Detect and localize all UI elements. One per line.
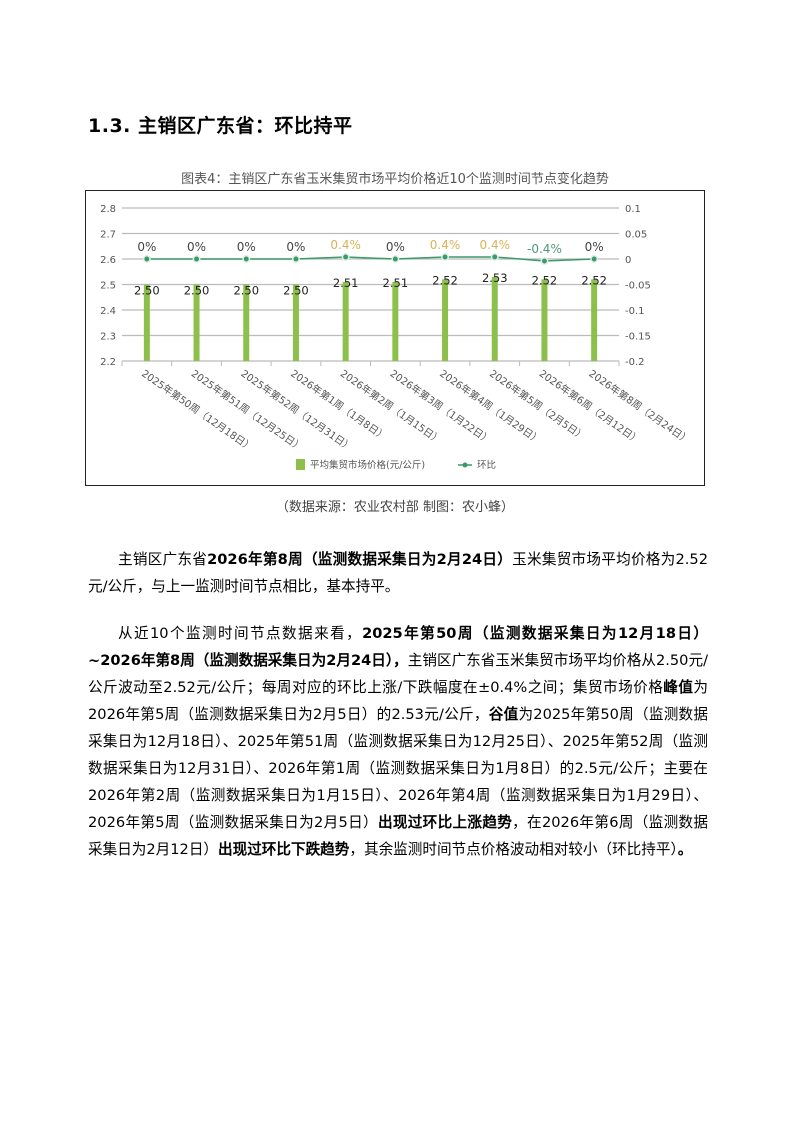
chart-frame: 2.2 2.3 2.4 2.5 2.6 2.7 2.8 -0.2 -0.15 -0.1 -0.05 0…	[85, 190, 705, 486]
line-point	[590, 255, 599, 263]
text-segment: 主销区广东省玉米集贸市场平均价格从2.50元/公斤波动至2.52元/公斤；每周对…	[88, 652, 708, 696]
line-data-label: 0.4%	[480, 238, 511, 252]
line-data-label: 0%	[386, 240, 405, 254]
bar	[292, 284, 299, 361]
text-segment: 从近10个监测时间节点数据来看，	[118, 625, 363, 642]
bar-data-label: 2.50	[134, 284, 160, 298]
line-point	[142, 255, 151, 263]
left-axis-tick: 2.6	[100, 255, 116, 266]
right-axis-tick: -0.05	[625, 281, 651, 292]
bar-data-label: 2.51	[383, 276, 409, 290]
line-series-huanbi	[146, 256, 595, 262]
bar-data-label: 2.51	[333, 276, 359, 290]
line-point	[490, 253, 499, 261]
bar	[342, 281, 349, 361]
right-axis-tick: -0.15	[625, 332, 651, 343]
right-axis-tick: 0.1	[625, 204, 641, 215]
bar	[591, 279, 598, 361]
line-point	[292, 255, 300, 263]
line-data-label: 0.4%	[330, 238, 361, 252]
legend-line-marker	[462, 462, 468, 468]
paragraph-analysis: 从近10个监测时间节点数据来看，2025年第50周（监测数据采集日为12月18日…	[88, 620, 708, 863]
bar	[243, 284, 250, 361]
legend-line-label: 环比	[477, 459, 496, 471]
x-axis-label: 2026年第1周（1月8日）	[288, 367, 389, 443]
bar-data-label: 2.52	[581, 273, 607, 287]
left-axis-tick: 2.2	[100, 357, 116, 368]
text-segment: ，在2026年第6周（监测数据采集日为2月12日）	[88, 814, 708, 858]
bold-text: 谷值	[488, 706, 519, 723]
left-axis-tick: 2.8	[100, 204, 116, 215]
line-point	[441, 253, 449, 261]
left-axis-tick: 2.7	[100, 230, 116, 241]
right-axis-tick: 0	[625, 255, 631, 266]
line-data-label: 0%	[585, 240, 604, 254]
line-point	[192, 255, 201, 263]
line-data-label: 0%	[137, 240, 156, 254]
paragraph-summary: 主销区广东省2026年第8周（监测数据采集日为2月24日）玉米集贸市场平均价格为…	[88, 546, 708, 600]
x-axis-label: 2026年第5周（2月5日）	[487, 367, 588, 443]
bar	[193, 284, 200, 361]
bold-text: 。	[677, 841, 693, 858]
bar-data-label: 2.53	[482, 271, 508, 285]
legend-bar-label: 平均集贸市场价格(元/公斤)	[310, 459, 425, 471]
left-axis-tick: 2.5	[100, 281, 116, 292]
right-axis-tick: 0.05	[625, 230, 647, 241]
x-axis-label: 2026年第8周（2月24日）	[586, 367, 692, 447]
line-point	[242, 255, 251, 263]
bar-data-label: 2.52	[432, 273, 458, 287]
line-point	[341, 253, 350, 261]
text-segment: 主销区广东省	[118, 551, 208, 568]
line-data-label: -0.4%	[527, 242, 562, 256]
left-axis-tick: 2.4	[100, 306, 116, 317]
bar-data-label: 2.50	[233, 284, 259, 298]
bar	[143, 284, 150, 361]
bar	[541, 279, 548, 361]
text-segment: 玉米集贸市场平均价格为2.52元/公斤，与上一监测时间节点相比，基本持平。	[88, 551, 708, 595]
line-data-label: 0%	[187, 240, 206, 254]
right-axis-tick: -0.1	[625, 306, 645, 317]
bar-data-label: 2.52	[532, 273, 558, 287]
chart-title: 图表4：主销区广东省玉米集贸市场平均价格近10个监测时间节点变化趋势	[181, 172, 609, 187]
bold-text: 峰值	[663, 679, 694, 696]
right-axis-tick: -0.2	[625, 357, 645, 368]
bold-text: 2026年第8周（监测数据采集日为2月24日）	[207, 551, 513, 568]
text-segment: ，其余监测时间节点价格波动相对较小（环比持平）	[349, 841, 678, 858]
chart-source: （数据来源：农业农村部 制图：农小蜂）	[275, 500, 515, 515]
line-data-label: 0%	[237, 240, 256, 254]
chart: 2.2 2.3 2.4 2.5 2.6 2.7 2.8 -0.2 -0.15 -0.1 -0.05 0…	[100, 204, 693, 471]
legend-bar-swatch	[296, 459, 305, 470]
bar-data-label: 2.50	[283, 284, 309, 298]
text-segment: 为2026年第5周（监测数据采集日为2月5日）的2.53元/公斤，	[88, 679, 708, 723]
section-heading: 1.3. 主销区广东省：环比持平	[88, 115, 353, 137]
text-segment: 为2025年第50周（监测数据采集日为12月18日）、2025年第51周（监测数…	[88, 706, 708, 831]
bar	[442, 279, 449, 361]
bold-text: 2025年第50周（监测数据采集日为12月18日）~2026年第8周（监测数据采…	[88, 625, 708, 669]
bar	[392, 281, 399, 361]
line-data-label: 0.4%	[430, 238, 461, 252]
line-data-label: 0%	[286, 240, 305, 254]
line-point	[540, 257, 549, 265]
bold-text: 出现过环比下跌趋势	[218, 841, 350, 858]
left-axis-tick: 2.3	[100, 332, 116, 343]
bold-text: 出现过环比上涨趋势	[377, 814, 513, 831]
bar-data-label: 2.50	[184, 284, 210, 298]
line-point	[391, 255, 400, 263]
bar	[491, 276, 498, 361]
